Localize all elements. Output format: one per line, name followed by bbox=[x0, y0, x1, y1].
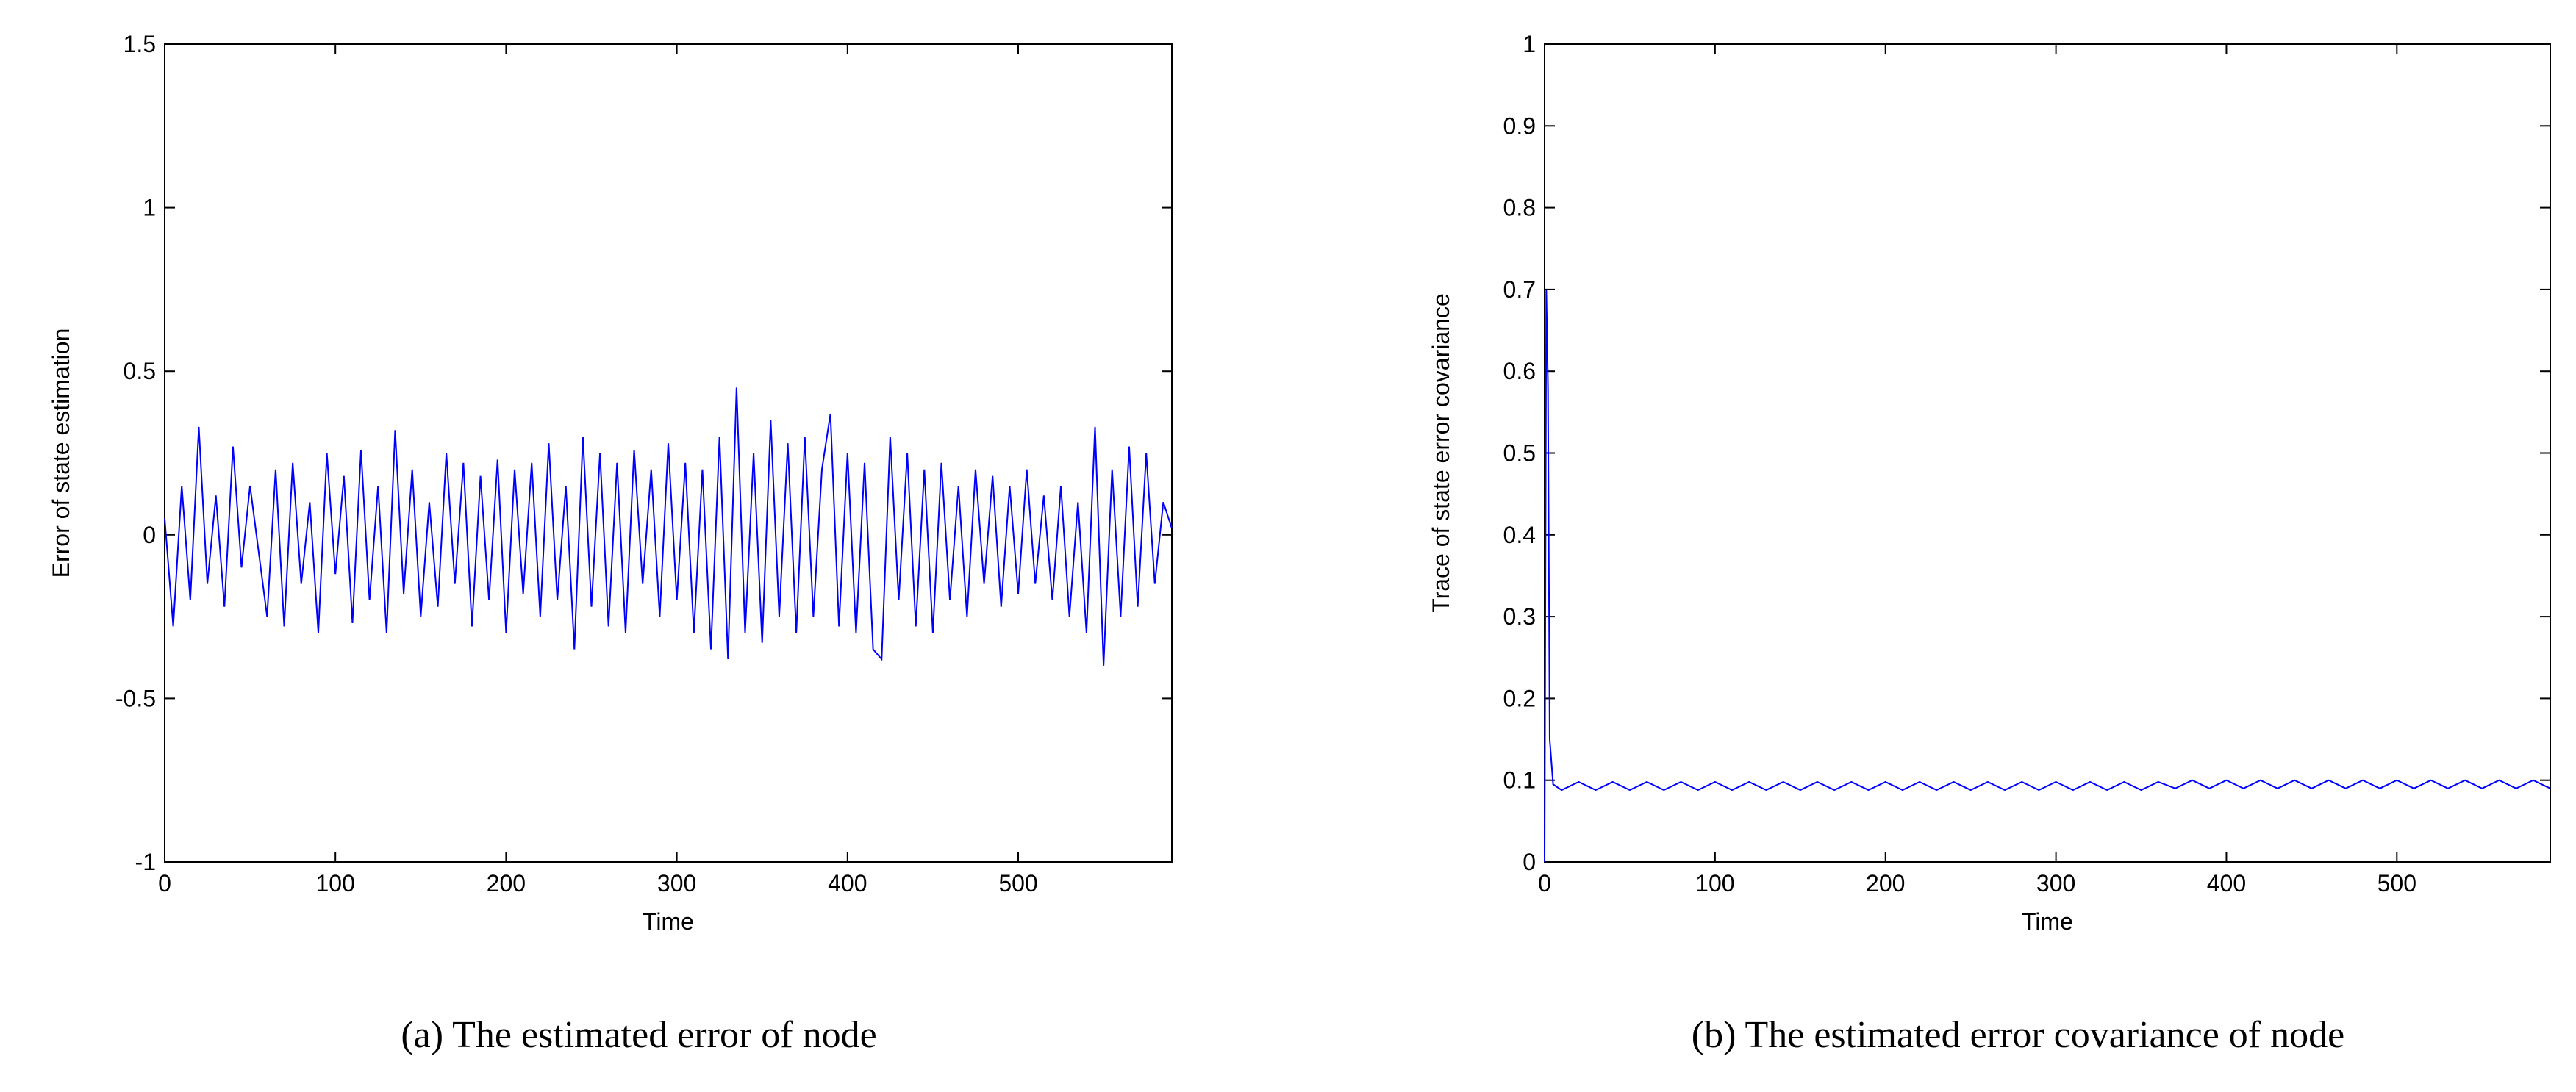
y-axis-label: Trace of state error covariance bbox=[1428, 293, 1454, 613]
caption: (a) The estimated error of node bbox=[401, 1014, 876, 1056]
y-tick-label: 0.4 bbox=[1503, 522, 1536, 548]
y-tick-label: 1 bbox=[143, 195, 156, 221]
x-tick-label: 200 bbox=[1866, 870, 1905, 897]
y-tick-label: 1 bbox=[1523, 31, 1536, 57]
y-tick-label: 0.8 bbox=[1503, 195, 1536, 221]
x-tick-label: 200 bbox=[487, 870, 526, 897]
x-tick-label: 0 bbox=[158, 870, 171, 897]
x-tick-label: 0 bbox=[1538, 870, 1551, 897]
x-tick-label: 500 bbox=[2378, 870, 2416, 897]
plot-frame bbox=[164, 43, 1173, 863]
x-axis-label: Time bbox=[643, 908, 694, 935]
y-tick-label: 0.2 bbox=[1503, 685, 1536, 711]
x-tick-label: 100 bbox=[1695, 870, 1734, 897]
data-line bbox=[1544, 289, 2551, 863]
plot-frame bbox=[1544, 43, 2551, 863]
y-tick-label: 0.1 bbox=[1503, 767, 1536, 794]
y-tick-label: 0 bbox=[143, 522, 156, 548]
y-tick-label: -0.5 bbox=[115, 685, 156, 711]
y-tick-label: 0.6 bbox=[1503, 358, 1536, 384]
x-axis-label: Time bbox=[2022, 908, 2073, 935]
x-tick-label: 300 bbox=[2036, 870, 2075, 897]
y-tick-label: -1 bbox=[135, 849, 156, 875]
caption: (b) The estimated error covariance of no… bbox=[1692, 1014, 2344, 1056]
y-axis-label: Error of state estimation bbox=[48, 328, 74, 578]
y-tick-label: 0.5 bbox=[124, 358, 156, 384]
x-tick-label: 300 bbox=[657, 870, 696, 897]
y-tick-label: 0 bbox=[1523, 849, 1536, 875]
y-tick-label: 0.3 bbox=[1503, 603, 1536, 630]
x-tick-label: 100 bbox=[316, 870, 355, 897]
x-tick-label: 500 bbox=[998, 870, 1037, 897]
x-tick-label: 400 bbox=[828, 870, 867, 897]
y-tick-label: 0.7 bbox=[1503, 276, 1536, 303]
x-tick-label: 400 bbox=[2207, 870, 2246, 897]
y-tick-label: 1.5 bbox=[124, 31, 156, 57]
y-tick-label: 0.9 bbox=[1503, 112, 1536, 139]
data-line bbox=[164, 387, 1173, 666]
y-tick-label: 0.5 bbox=[1503, 440, 1536, 467]
